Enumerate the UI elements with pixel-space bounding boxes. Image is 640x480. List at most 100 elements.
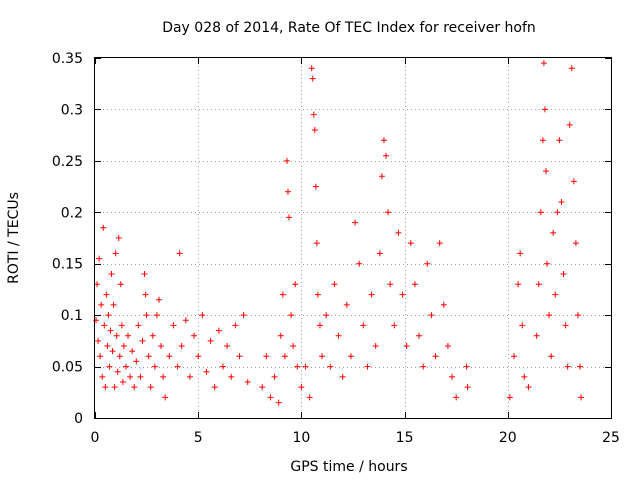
data-point: [546, 312, 553, 319]
data-point: [403, 343, 410, 349]
data-point: [380, 137, 387, 144]
data-point: [372, 343, 379, 349]
data-point: [228, 373, 235, 380]
data-point: [306, 394, 313, 401]
data-point: [129, 348, 136, 355]
data-point: [327, 363, 334, 370]
data-point: [166, 353, 173, 360]
data-point: [356, 260, 363, 267]
data-point: [395, 229, 402, 236]
data-point: [339, 373, 346, 380]
data-point: [577, 363, 584, 370]
data-point: [347, 353, 354, 360]
data-point: [153, 312, 160, 319]
data-point: [178, 343, 185, 349]
data-point: [335, 332, 342, 339]
x-tick-label: 10: [292, 430, 310, 446]
data-point: [308, 65, 315, 72]
data-point: [544, 260, 551, 267]
data-point: [284, 188, 291, 195]
data-point: [277, 332, 284, 339]
data-point: [111, 384, 118, 391]
gridlines: [95, 58, 611, 418]
data-point: [145, 353, 152, 360]
data-point: [286, 214, 293, 221]
plot-frame: [94, 57, 612, 419]
data-point: [440, 301, 447, 308]
data-point: [215, 327, 222, 334]
data-point: [122, 363, 129, 370]
data-point: [158, 343, 165, 349]
data-point: [151, 363, 158, 370]
data-point: [416, 332, 423, 339]
y-tick-label: 0.15: [52, 257, 83, 273]
data-point: [506, 394, 513, 401]
data-point: [109, 348, 116, 355]
data-point: [283, 157, 290, 164]
data-point: [309, 75, 316, 82]
x-tick-label: 20: [499, 430, 517, 446]
data-point: [98, 301, 105, 308]
data-point: [449, 373, 456, 380]
data-point: [117, 281, 124, 288]
data-point: [510, 353, 517, 360]
data-point: [541, 106, 548, 113]
data-point: [537, 209, 544, 216]
data-point: [93, 317, 100, 324]
data-point: [147, 384, 154, 391]
data-point: [263, 353, 270, 360]
x-tick-label: 0: [91, 430, 100, 446]
data-point: [135, 322, 142, 329]
data-point: [107, 327, 114, 334]
data-point: [420, 363, 427, 370]
x-tick-label: 15: [396, 430, 414, 446]
data-point: [240, 312, 247, 319]
data-point: [316, 322, 323, 329]
data-point: [236, 353, 243, 360]
data-point: [399, 291, 406, 298]
data-point: [343, 301, 350, 308]
data-point: [453, 394, 460, 401]
axis-ticks: [95, 58, 612, 419]
data-point: [267, 394, 274, 401]
data-point: [385, 209, 392, 216]
data-point: [244, 379, 251, 385]
y-tick-label: 0.2: [61, 205, 83, 221]
data-point: [108, 271, 115, 277]
data-point: [143, 312, 150, 319]
data-point: [302, 363, 309, 370]
data-point: [279, 291, 286, 298]
data-point: [550, 229, 557, 236]
data-point: [310, 111, 317, 118]
data-point: [120, 343, 127, 349]
data-point: [376, 250, 383, 257]
data-point: [312, 183, 319, 190]
data-point: [564, 363, 571, 370]
data-point: [170, 322, 177, 329]
data-point: [292, 281, 299, 288]
y-tick-label: 0.35: [52, 51, 83, 67]
data-point: [352, 219, 359, 226]
data-point: [95, 337, 102, 344]
data-point: [99, 373, 106, 380]
y-tick-label: 0.1: [61, 308, 83, 324]
data-point: [113, 332, 120, 339]
y-tick-label: 0.25: [52, 154, 83, 170]
y-tick-label: 0.05: [52, 360, 83, 376]
chart-title: Day 028 of 2014, Rate Of TEC Index for r…: [162, 20, 536, 36]
data-point: [114, 368, 121, 375]
data-point: [141, 271, 148, 277]
data-point: [535, 281, 542, 288]
data-point: [131, 384, 138, 391]
data-point: [463, 363, 470, 370]
data-point: [219, 363, 226, 370]
data-point: [578, 394, 585, 401]
data-point: [521, 373, 528, 380]
data-point: [464, 384, 471, 391]
x-tick-label: 5: [194, 430, 203, 446]
data-point: [311, 127, 318, 133]
y-tick-label: 0: [74, 411, 83, 427]
data-point: [552, 291, 559, 298]
data-point: [186, 373, 193, 380]
